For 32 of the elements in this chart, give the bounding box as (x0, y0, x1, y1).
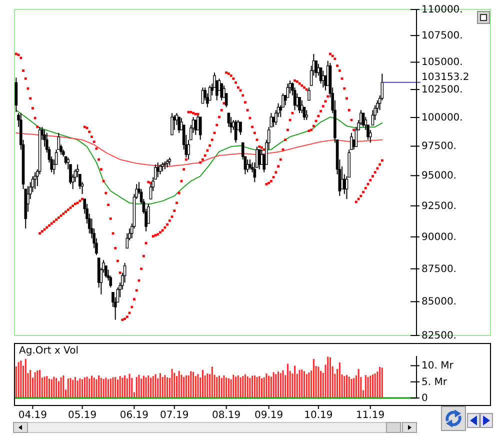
ref-line-label: 103153.2 (422, 72, 470, 83)
y-tick-label: 82500. (422, 330, 456, 341)
y-tick-label: 0 (422, 392, 428, 404)
x-tick-label: 06.19 (120, 410, 149, 421)
y-tick-label: 97500. (422, 140, 456, 152)
x-tick-label: 10.19 (304, 410, 333, 421)
x-tick-label: 04.19 (18, 410, 48, 421)
x-tick-label: 11.19 (356, 410, 385, 421)
x-tick-label: 08.19 (212, 410, 241, 421)
y-tick-label: 85000. (422, 296, 456, 308)
y-tick-label: 107500. (422, 30, 463, 42)
candlestick (230, 116, 232, 134)
y-tick-label: 5. Mr (422, 376, 448, 388)
y-tick-label: 10. Mr (422, 360, 454, 372)
y-tick-label: 102500. (422, 84, 463, 96)
chart-title: Ag.Ort x Vol (19, 346, 79, 356)
y-tick-label: 100000. (422, 112, 463, 124)
candlestick (28, 182, 32, 200)
x-tick-label: 05.19 (68, 410, 97, 421)
y-tick-label: 90000. (422, 231, 456, 242)
y-tick-label: 95000. (422, 170, 456, 182)
candlestick (187, 139, 190, 160)
x-tick-label: 07.19 (160, 410, 189, 421)
candlestick (293, 87, 296, 111)
y-tick-label: 87500. (422, 263, 456, 274)
candlestick (14, 77, 18, 113)
candlestick (43, 129, 46, 148)
x-tick-label: 09.19 (254, 410, 284, 421)
y-tick-label: 105000. (422, 56, 463, 68)
candlestick (246, 159, 249, 173)
y-tick-label: 92500. (422, 200, 456, 212)
y-tick-label: 110000. (422, 4, 463, 15)
